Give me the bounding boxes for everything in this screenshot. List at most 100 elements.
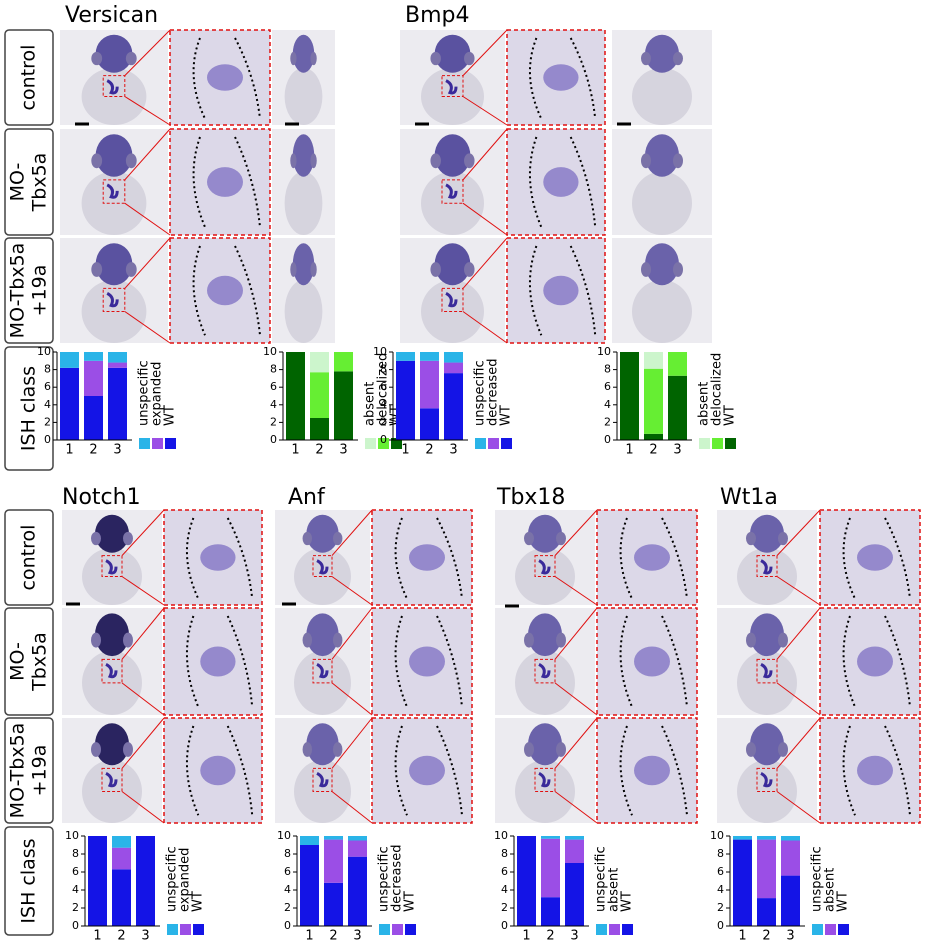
y-tick-label: 8 xyxy=(284,847,291,860)
y-tick-label: 2 xyxy=(270,415,277,428)
outline xyxy=(226,725,254,816)
x-tick-label: 3 xyxy=(673,443,681,458)
head xyxy=(292,243,315,286)
bar-segment xyxy=(517,836,536,926)
eye xyxy=(430,262,441,277)
head xyxy=(95,243,133,286)
y-tick-label: 6 xyxy=(284,865,291,878)
zoom-line xyxy=(124,311,171,344)
zoom-line xyxy=(121,791,165,824)
legend-swatch xyxy=(365,438,376,449)
eye xyxy=(332,531,343,546)
outline xyxy=(192,245,206,336)
signal xyxy=(538,663,551,679)
outline xyxy=(226,615,254,708)
legend-swatch xyxy=(699,438,710,449)
y-tick-label: 4 xyxy=(604,398,611,411)
legend-label: WT xyxy=(191,891,206,912)
eye xyxy=(310,262,317,277)
bar-segment xyxy=(136,836,155,926)
head xyxy=(528,723,562,766)
bar-segment xyxy=(541,836,560,839)
x-tick-label: 3 xyxy=(449,443,457,458)
y-tick-label: 0 xyxy=(270,433,277,446)
y-tick-label: 6 xyxy=(604,380,611,393)
legend-swatch xyxy=(378,438,389,449)
panel-title: Wt1a xyxy=(720,485,778,510)
zoom-box xyxy=(756,658,778,684)
bar-segment xyxy=(108,362,127,368)
signal xyxy=(760,663,773,679)
bar-segment xyxy=(644,352,663,369)
y-tick-label: 10 xyxy=(710,829,724,842)
row-label-box xyxy=(4,29,54,126)
eye xyxy=(91,531,101,546)
bar-segment xyxy=(348,840,367,857)
x-tick-label: 3 xyxy=(339,443,347,458)
eye xyxy=(290,262,297,277)
eye xyxy=(524,742,534,757)
head xyxy=(95,134,133,177)
signal xyxy=(445,79,458,95)
legend-swatch xyxy=(712,438,723,449)
signal xyxy=(409,755,445,786)
y-tick-label: 2 xyxy=(380,415,387,428)
y-tick-label: 8 xyxy=(604,363,611,376)
y-tick-label: 2 xyxy=(72,901,79,914)
bar-segment xyxy=(781,840,800,876)
y-tick-label: 0 xyxy=(604,433,611,446)
head xyxy=(95,34,133,73)
outline xyxy=(226,517,254,599)
x-tick-label: 1 xyxy=(738,929,746,941)
zoom-line xyxy=(331,791,373,824)
eye xyxy=(310,153,317,169)
outline xyxy=(436,615,463,708)
legend-swatch xyxy=(379,924,390,935)
bar-segment xyxy=(84,396,103,440)
legend-swatch xyxy=(609,924,620,935)
legend-swatch xyxy=(475,438,486,449)
x-tick-label: 2 xyxy=(329,929,337,941)
yolk xyxy=(632,280,692,343)
row-label: +19a xyxy=(29,265,51,317)
yolk xyxy=(82,650,142,716)
bar-segment xyxy=(668,375,687,440)
legend-swatch xyxy=(838,924,849,935)
zoom-box xyxy=(101,658,123,684)
yolk xyxy=(284,68,323,125)
zoom-line xyxy=(462,128,508,181)
bar-segment xyxy=(668,352,687,376)
bar-segment xyxy=(112,869,131,926)
outline xyxy=(661,615,688,708)
zoom-line xyxy=(776,682,821,716)
x-tick-label: 1 xyxy=(625,443,633,458)
outline xyxy=(569,136,597,228)
yolk xyxy=(632,171,692,235)
legend-label: expanded xyxy=(178,848,193,912)
eye xyxy=(464,153,475,169)
signal xyxy=(543,64,579,91)
outline xyxy=(884,615,911,708)
bar-segment xyxy=(757,839,776,899)
eye xyxy=(332,632,343,648)
zoom-box xyxy=(534,658,556,684)
bar-segment xyxy=(565,836,584,840)
row-label-box xyxy=(4,237,54,344)
legend-swatch xyxy=(392,924,403,935)
zoom-frame xyxy=(819,509,921,606)
head xyxy=(306,514,339,553)
signal xyxy=(106,79,119,95)
y-tick-label: 10 xyxy=(263,345,277,358)
signal xyxy=(409,646,445,677)
legend-label: unspecific xyxy=(473,360,488,426)
bar-segment xyxy=(396,360,415,440)
bar-segment xyxy=(108,352,127,363)
outline xyxy=(234,245,261,336)
y-tick-label: 4 xyxy=(270,398,277,411)
signal xyxy=(538,772,551,788)
panel-title: Anf xyxy=(288,485,326,510)
zoom-box xyxy=(441,287,464,312)
zoom-line xyxy=(124,237,171,289)
outline xyxy=(619,725,633,816)
signal xyxy=(760,772,773,788)
